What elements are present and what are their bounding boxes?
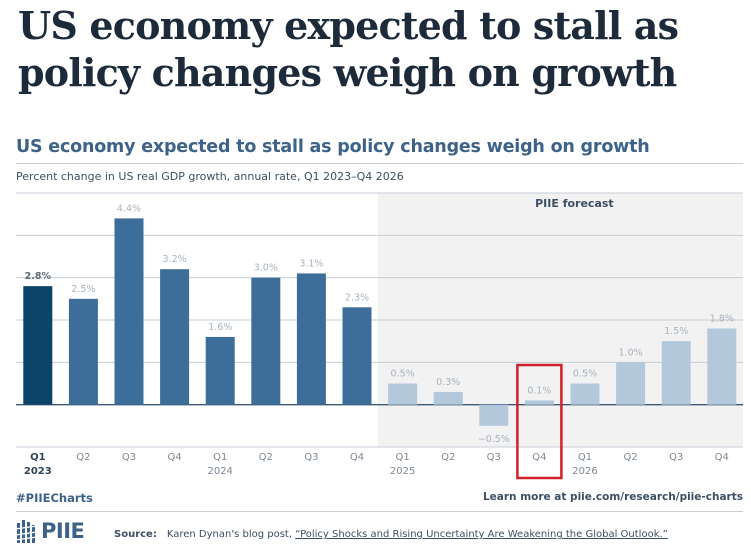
chart-subtitle: Percent change in US real GDP growth, an… (16, 170, 404, 183)
x-tick-year-label: 2025 (390, 466, 415, 477)
bar (68, 298, 98, 405)
x-tick-label: Q2 (76, 452, 90, 463)
x-tick-label: Q1 (30, 452, 46, 463)
bar (114, 218, 144, 405)
x-tick-label: Q4 (167, 452, 181, 463)
title-divider (16, 163, 743, 164)
bar (251, 277, 281, 405)
data-label: 4.4% (117, 203, 141, 214)
x-tick-label: Q1 (395, 452, 409, 463)
x-tick-year-label: 2023 (24, 466, 52, 477)
logo-text: PIIE (41, 519, 85, 543)
bar (616, 362, 646, 405)
data-label: 1.6% (208, 322, 232, 333)
footer-divider (16, 511, 743, 512)
source-text: Karen Dynan's blog post, (166, 529, 296, 540)
chart-title: US economy expected to stall as policy c… (16, 137, 650, 157)
x-tick-year-label: 2024 (207, 466, 232, 477)
bar (160, 269, 190, 405)
data-label: 1.0% (619, 347, 643, 358)
forecast-label: PIIE forecast (535, 197, 614, 210)
data-label: 1.5% (664, 326, 688, 337)
x-tick-label: Q2 (441, 452, 455, 463)
data-label: 3.0% (254, 263, 278, 274)
bar-chart: PIIE forecast 2.8% Q1 2023 2.5% Q2 4.4% Q3 3.2% Q… (16, 192, 743, 480)
bar (296, 273, 326, 405)
data-label: 0.3% (436, 377, 460, 388)
data-label: 3.2% (163, 254, 187, 265)
x-tick-label: Q2 (259, 452, 273, 463)
data-label: 0.5% (391, 369, 415, 380)
x-tick-label: Q4 (715, 452, 729, 463)
x-tick-label: Q3 (122, 452, 136, 463)
data-label: 2.8% (25, 271, 52, 282)
piie-building-icon (15, 520, 37, 543)
bar (524, 400, 554, 405)
learn-more-link[interactable]: Learn more at piie.com/research/piie-cha… (482, 491, 743, 503)
bar (342, 307, 372, 405)
piie-logo[interactable]: PIIE (15, 518, 85, 544)
data-label: 2.3% (345, 292, 369, 303)
x-tick-label: Q1 (213, 452, 227, 463)
x-tick-label: Q1 (578, 452, 592, 463)
data-label: 2.5% (71, 284, 95, 295)
bar (433, 391, 463, 405)
headline: US economy expected to stall as policy c… (18, 3, 679, 95)
bar (707, 328, 737, 405)
x-tick-label: Q2 (623, 452, 637, 463)
highlight-box (516, 363, 563, 480)
source-line: Source: Karen Dynan's blog post, “Policy … (114, 529, 668, 540)
source-label: Source: (114, 529, 157, 540)
x-tick-label: Q3 (304, 452, 318, 463)
x-tick-label: Q4 (532, 452, 546, 463)
data-label: 3.1% (299, 258, 323, 269)
hashtag: #PIIECharts (16, 491, 93, 505)
data-label: 0.1% (527, 385, 551, 396)
x-tick-label: Q3 (487, 452, 501, 463)
data-label: 0.5% (573, 369, 597, 380)
data-label: 1.8% (710, 313, 734, 324)
bar (23, 286, 53, 405)
x-tick-label: Q3 (669, 452, 683, 463)
bar (661, 341, 691, 405)
bar (479, 404, 509, 426)
bar (570, 383, 600, 405)
bar (205, 336, 235, 405)
x-tick-label: Q4 (350, 452, 364, 463)
data-label: −0.5% (478, 434, 510, 445)
source-link[interactable]: “Policy Shocks and Rising Uncertainty Ar… (295, 529, 668, 540)
bar (388, 383, 418, 405)
x-tick-year-label: 2026 (572, 466, 597, 477)
